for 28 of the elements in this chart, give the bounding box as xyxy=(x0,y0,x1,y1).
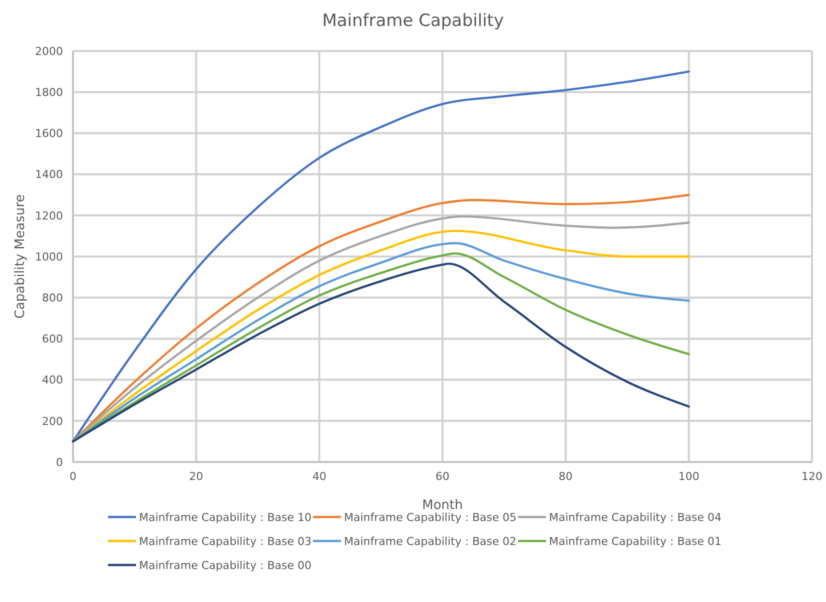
x-tick-label: 60 xyxy=(436,470,450,483)
legend-label: Mainframe Capability : Base 00 xyxy=(139,558,312,572)
y-tick-label: 2000 xyxy=(35,44,63,58)
y-tick-label: 1000 xyxy=(35,250,63,264)
x-tick-label: 120 xyxy=(802,470,822,483)
y-tick-label: 400 xyxy=(42,374,63,387)
y-tick-label: 0 xyxy=(56,456,63,469)
y-tick-label: 800 xyxy=(42,291,63,304)
x-tick-label: 80 xyxy=(558,470,573,483)
x-axis-title: Month xyxy=(422,498,463,513)
x-tick-label: 40 xyxy=(312,470,326,483)
legend-label: Mainframe Capability : Base 03 xyxy=(139,534,312,548)
y-tick-label: 200 xyxy=(42,414,63,428)
x-tick-label: 0 xyxy=(70,470,76,483)
legend-label: Mainframe Capability : Base 05 xyxy=(344,510,516,524)
legend-label: Mainframe Capability : Base 01 xyxy=(549,534,722,548)
x-tick-label: 100 xyxy=(678,470,700,483)
y-tick-label: 1200 xyxy=(35,209,63,222)
legend-label: Mainframe Capability : Base 10 xyxy=(139,510,312,524)
y-axis-title: Capability Measure xyxy=(13,194,28,319)
chart-title: Mainframe Capability xyxy=(322,11,504,31)
legend-label: Mainframe Capability : Base 02 xyxy=(344,534,516,548)
y-tick-label: 600 xyxy=(42,332,63,346)
y-tick-label: 1800 xyxy=(35,86,63,99)
y-tick-label: 1600 xyxy=(35,127,63,140)
y-tick-label: 1400 xyxy=(35,168,63,182)
legend-label: Mainframe Capability : Base 04 xyxy=(549,510,722,524)
x-tick-label: 20 xyxy=(189,470,204,483)
